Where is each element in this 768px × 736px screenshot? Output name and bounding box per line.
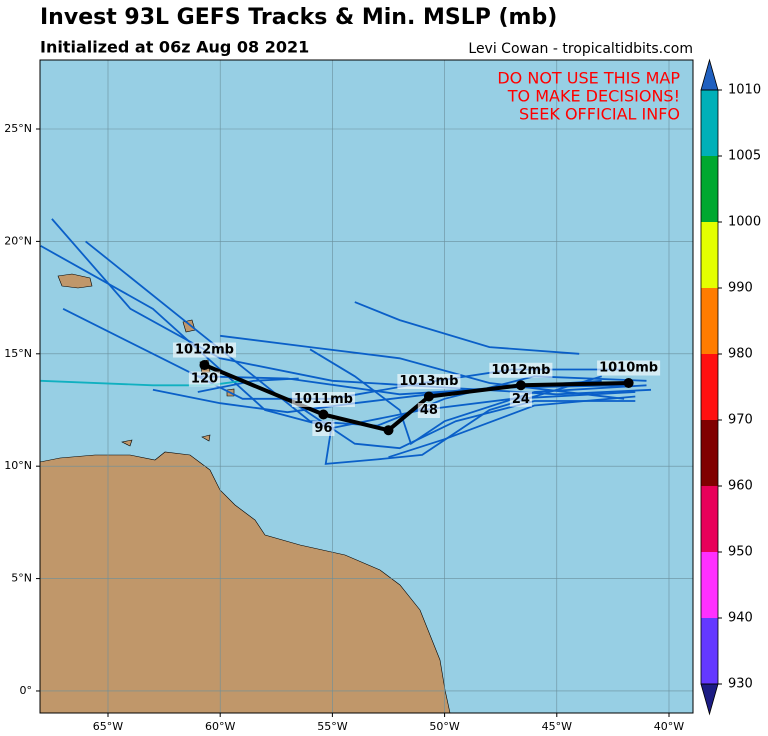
tracks: 1010mb 1012mb 24 1013mb 48 1011mb 96 1012mb 120 bbox=[40, 218, 661, 465]
y-tick-label: 15°N bbox=[4, 347, 32, 360]
track-label: 1011mb bbox=[294, 392, 353, 407]
colorbar-bin bbox=[701, 354, 718, 420]
label-box bbox=[172, 342, 237, 358]
title: Invest 93L GEFS Tracks & Min. MSLP (mb) bbox=[40, 5, 557, 30]
label-box bbox=[188, 371, 221, 387]
colorbar-bin bbox=[701, 420, 718, 486]
island bbox=[57, 273, 93, 289]
x-tick-label: 60°W bbox=[205, 720, 235, 733]
track-label: 24 bbox=[512, 392, 530, 407]
label-box bbox=[489, 362, 553, 378]
y-tick-label: 10°N bbox=[4, 459, 32, 472]
member-track bbox=[287, 398, 636, 450]
member-track bbox=[197, 377, 299, 393]
track-label: 120 bbox=[191, 372, 218, 387]
warning: SEEK OFFICIAL INFO bbox=[519, 105, 680, 124]
track-point bbox=[383, 425, 394, 436]
colorbar-label: 970 bbox=[728, 413, 753, 428]
y-tick-label: 20°N bbox=[4, 234, 32, 247]
member-track bbox=[324, 375, 602, 465]
y-tick-label: 5°N bbox=[11, 572, 32, 585]
south-america bbox=[40, 451, 451, 713]
colorbar-frame bbox=[700, 89, 719, 685]
subtitle: Initialized at 06z Aug 08 2021 bbox=[40, 38, 309, 57]
track-point bbox=[318, 409, 329, 420]
x-tick-label: 40°W bbox=[654, 720, 684, 733]
member-track bbox=[220, 334, 625, 400]
colorbar-label: 1000 bbox=[728, 215, 761, 230]
track-label: 1013mb bbox=[399, 374, 458, 389]
colorbar-label: 950 bbox=[728, 545, 753, 560]
track-label: 48 bbox=[420, 403, 438, 418]
colorbar-bin bbox=[701, 90, 718, 156]
label-box bbox=[417, 403, 440, 419]
x-tick-label: 55°W bbox=[317, 720, 347, 733]
colorbar-bin bbox=[701, 618, 718, 684]
warning: DO NOT USE THIS MAP bbox=[497, 69, 680, 88]
member-track bbox=[309, 348, 647, 446]
label-box bbox=[397, 374, 461, 390]
colorbar-label: 990 bbox=[728, 281, 753, 296]
y-tick-label: 25°N bbox=[4, 122, 32, 135]
member-track bbox=[354, 301, 580, 355]
land bbox=[40, 273, 451, 713]
colorbar-label: 940 bbox=[728, 611, 753, 626]
track-point bbox=[515, 380, 526, 391]
colorbar-over bbox=[700, 58, 719, 91]
track-point bbox=[199, 360, 210, 371]
label-box bbox=[509, 391, 532, 407]
member-track bbox=[51, 218, 652, 396]
credit: Levi Cowan - tropicaltidbits.com bbox=[468, 41, 693, 57]
colorbar-bin bbox=[701, 486, 718, 552]
x-tick-label: 65°W bbox=[93, 720, 123, 733]
y-tick-label: 0° bbox=[20, 684, 33, 697]
colorbar-under bbox=[700, 683, 719, 716]
track-label: 1010mb bbox=[599, 361, 658, 376]
colorbar-bin bbox=[701, 156, 718, 222]
grid bbox=[40, 60, 693, 713]
label-box bbox=[291, 391, 355, 407]
colorbar-bin bbox=[701, 222, 718, 288]
track-label: 96 bbox=[314, 421, 332, 436]
colorbar-bin bbox=[701, 552, 718, 618]
member-track bbox=[197, 375, 625, 396]
track-label: 1012mb bbox=[491, 363, 550, 378]
colorbar-label: 960 bbox=[728, 479, 753, 494]
member-track bbox=[40, 379, 243, 387]
track-point bbox=[423, 391, 434, 402]
warning: TO MAKE DECISIONS! bbox=[507, 87, 680, 106]
label-box bbox=[597, 360, 661, 376]
colorbar-label: 1005 bbox=[728, 149, 761, 164]
colorbar-bin bbox=[701, 288, 718, 354]
colorbar: 930 940 950 960 970 980 990 1000 1005 1010 bbox=[700, 58, 761, 716]
colorbar-label: 930 bbox=[728, 677, 753, 692]
colorbar-label: 1010 bbox=[728, 83, 761, 98]
axes: 65°W 60°W 55°W 50°W 45°W 40°W 0° 5°N 10°N 15°N 20°… bbox=[4, 122, 684, 733]
frame bbox=[39, 59, 694, 714]
member-track bbox=[388, 395, 636, 459]
label-box bbox=[312, 420, 335, 436]
x-tick-label: 50°W bbox=[429, 720, 459, 733]
track-point bbox=[623, 378, 634, 389]
colorbar-label: 980 bbox=[728, 347, 753, 362]
track-label: 1012mb bbox=[175, 343, 234, 358]
x-tick-label: 45°W bbox=[542, 720, 572, 733]
